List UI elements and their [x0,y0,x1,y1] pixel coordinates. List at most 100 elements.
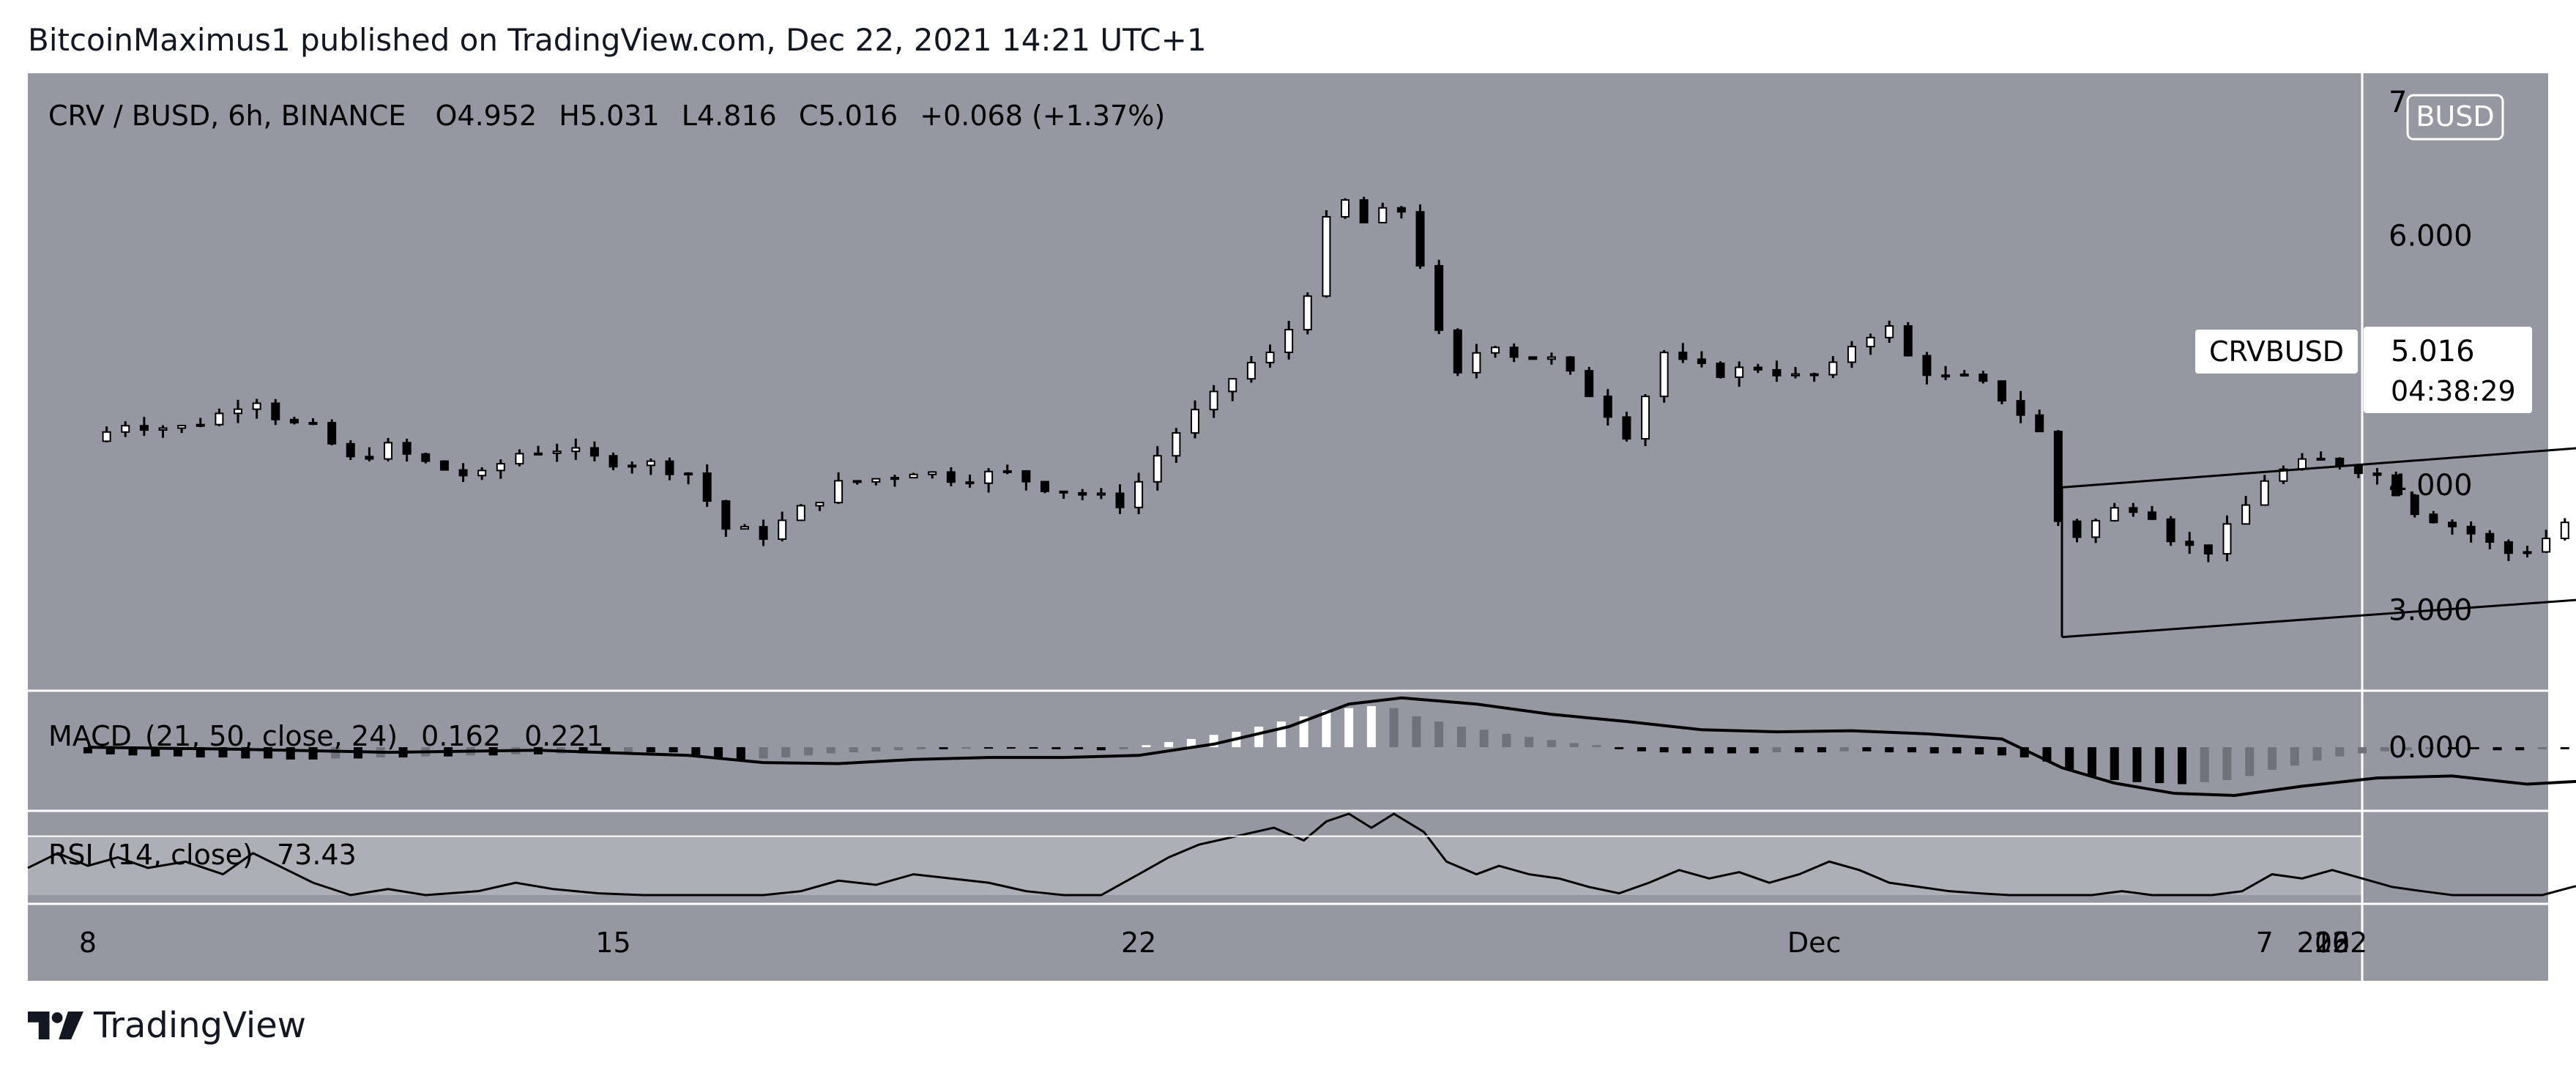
candle-down [1941,374,1951,378]
macd-histogram-bar-falling [804,747,814,756]
high-value: 5.031 [580,100,660,132]
macd-histogram-bar-falling [894,747,904,751]
macd-histogram-bar-falling [2425,747,2435,749]
candle-up [684,472,693,475]
candle-up [2279,468,2288,482]
time-axis-tick[interactable]: 7 [2256,927,2274,959]
candle-down [1603,396,1612,418]
macd-histogram-bar-falling [2402,747,2412,751]
macd-histogram-bar-rising [1795,747,1804,753]
time-axis-tick[interactable]: Dec [1787,927,1842,959]
price-axis-tick[interactable]: 4.000 [2389,469,2473,502]
macd-histogram-bar-falling [1456,727,1466,748]
price-axis-tick[interactable]: 6.000 [2389,219,2473,253]
candle-down [1566,356,1575,372]
candle-up [2241,504,2251,525]
candle-down [289,418,299,424]
macd-histogram-bar-rising [1929,747,1939,754]
candle-down [1678,352,1688,360]
macd-histogram-bar-rising [1344,708,1354,748]
macd-histogram-bar-rising [714,747,723,758]
macd-histogram-bar-falling [759,747,768,759]
macd-histogram-bar-rising [2515,747,2525,751]
rsi-line [27,812,2576,897]
current-price-label: 5.016 [2391,335,2475,368]
candle-down [1716,363,1725,378]
macd-histogram-bar-falling [2245,747,2255,776]
macd-histogram-bar-falling [1479,730,1489,748]
candle-up [1303,295,1312,331]
macd-histogram-bar-rising [1299,716,1309,748]
publish-header: BitcoinMaximus1 published on TradingView… [28,22,1207,58]
candle-up [628,464,637,468]
macd-histogram-bar-falling [2380,747,2389,752]
macd-histogram-bar-rising [1142,745,1151,748]
macd-histogram-bar-falling [1592,745,1601,748]
candle-up [1246,362,1256,380]
candle-up [740,526,749,530]
candle-up [871,478,881,483]
macd-histogram-bar-rising [2087,747,2096,776]
currency-badge[interactable]: BUSD [2416,100,2494,133]
macd-histogram-bar-falling [871,747,881,752]
time-axis-tick[interactable]: 22 [1121,927,1156,959]
macd-series[interactable] [83,696,2576,797]
candle-down [346,442,355,458]
footer[interactable]: TradingView [28,1005,306,1046]
candle-up [1228,378,1237,393]
main-plot-area[interactable] [28,73,2548,981]
time-axis-tick[interactable]: 26 [2315,927,2350,959]
candle-up [796,505,805,522]
macd-histogram-bar-rising [1862,747,1872,752]
candle-up [1828,361,1838,376]
macd-histogram-bar-falling [2358,747,2367,754]
price-axis-tick[interactable]: 3.000 [2389,593,2473,627]
rsi-legend[interactable]: RSI (14, close) 73.43 [48,839,357,871]
exchange-label: BINANCE [281,100,406,132]
candle-down [1415,211,1425,267]
time-axis-tick[interactable]: 8 [79,927,97,959]
macd-histogram-bar-rising [984,747,994,749]
time-axis-tick[interactable]: 15 [595,927,630,959]
ascending-channel[interactable] [2061,366,2576,639]
candle-up [234,408,243,415]
price-axis-tick-partial: 7 [2389,86,2407,119]
time-axis-tick[interactable]: 20 [2315,927,2350,959]
macd-histogram-bar-falling [624,747,633,753]
macd-params: (21, 50, close, 24) [145,720,398,752]
tradingview-brand[interactable]: TradingView [94,1005,307,1046]
macd-line [87,696,2576,797]
candle-down [1453,329,1462,374]
macd-histogram-bar-rising [1322,710,1331,748]
macd-histogram-bar-rising [1727,747,1736,754]
macd-histogram-bar-rising [1254,727,1264,748]
rsi-series[interactable] [27,812,2576,897]
tradingview-logo-icon[interactable] [28,1012,83,1039]
candle-up [308,422,318,426]
candle-up [215,412,224,426]
price-axis[interactable]: 6.000 4.000 3.000 7 0.000 [2389,86,2473,765]
symbol-legend[interactable]: CRV / BUSD, 6h, BINANCE O4.952 H5.031 L4… [48,100,1165,132]
macd-histogram-bar-rising [691,747,701,756]
macd-histogram-bar-rising [646,747,655,753]
currency-badge-frame[interactable] [2406,94,2504,141]
time-axis-tick[interactable]: 13 [2315,927,2350,959]
macd-histogram-bar-rising [2065,747,2074,770]
macd-legend[interactable]: MACD (21, 50, close, 24) 0.162 0.221 [48,720,604,752]
candle-up [1491,346,1500,354]
candlestick-series[interactable] [102,196,2576,582]
candle-down [1903,324,1913,357]
candle-up [1735,366,1744,378]
macd-histogram-bar-rising [1975,747,1984,754]
change-value: +0.068 (+1.37%) [920,100,1165,132]
rsi-name: RSI [48,839,94,871]
interval-label: 6h [228,100,263,132]
macd-histogram-bar-falling [961,747,971,749]
candle-down [2485,533,2495,543]
time-axis-tick[interactable]: 2022 [2297,927,2368,959]
candle-down [852,480,862,483]
macd-histogram-bar-rising [105,747,115,754]
macd-histogram-bar-rising [2155,747,2164,784]
